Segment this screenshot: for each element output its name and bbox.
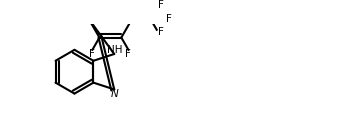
Text: F: F <box>126 49 131 59</box>
Text: F: F <box>158 0 164 10</box>
Text: NH: NH <box>107 45 122 55</box>
Text: N: N <box>111 89 119 99</box>
Text: F: F <box>158 27 164 37</box>
Text: F: F <box>166 14 172 24</box>
Text: F: F <box>90 49 95 59</box>
